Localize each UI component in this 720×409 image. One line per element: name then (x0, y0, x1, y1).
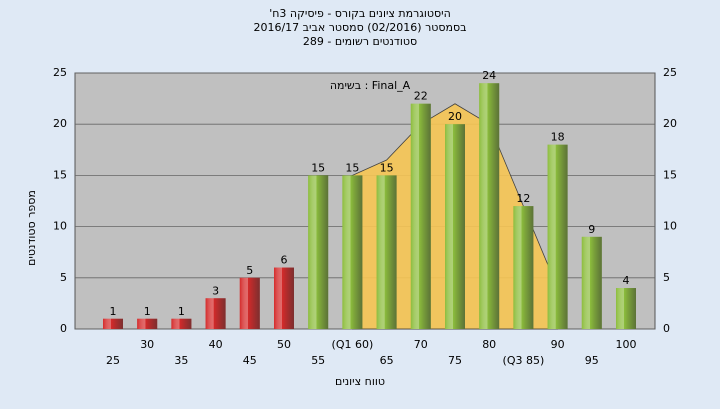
bar-shade (171, 318, 192, 329)
x-tick-label: 35 (174, 354, 188, 367)
bar-shade (547, 144, 568, 329)
y2-tick-label: 25 (663, 66, 677, 79)
x-tick-label: 90 (551, 338, 565, 351)
bar-shade (308, 175, 329, 329)
value-label: 1 (110, 305, 117, 318)
bar-shade (376, 175, 397, 329)
y-tick-label: 20 (53, 117, 67, 130)
x-tick-label: (Q3 85) (503, 354, 545, 367)
bar-shade (479, 83, 500, 330)
y2-tick-label: 20 (663, 117, 677, 130)
x-tick-label: (Q1 60) (332, 338, 374, 351)
value-label: 12 (516, 192, 530, 205)
value-label: 15 (380, 161, 394, 174)
y2-tick-label: 10 (663, 220, 677, 233)
x-tick-label: 55 (311, 354, 325, 367)
value-label: 1 (178, 305, 185, 318)
bar-shade (274, 267, 294, 329)
y2-tick-label: 15 (663, 168, 677, 181)
bar-shade (342, 175, 363, 329)
x-tick-label: 25 (106, 354, 120, 367)
x-tick-label: 40 (209, 338, 223, 351)
y-tick-label: 25 (53, 66, 67, 79)
value-label: 5 (246, 264, 253, 277)
subtitle: בסמסטר (02/2016) סמסטר אביב 2016/17 (253, 21, 466, 34)
x-tick-label: 50 (277, 338, 291, 351)
y-tick-label: 10 (53, 220, 67, 233)
value-label: 22 (414, 90, 428, 103)
value-label: 24 (482, 69, 496, 82)
x-tick-label: 45 (243, 354, 257, 367)
y-tick-label: 0 (60, 322, 67, 335)
value-label: 1 (144, 305, 151, 318)
x-tick-label: 65 (380, 354, 394, 367)
y-tick-label: 15 (53, 168, 67, 181)
x-axis-label: טווח ציונים (335, 375, 385, 388)
y2-tick-label: 5 (663, 271, 670, 284)
bar-shade (616, 288, 636, 329)
bar-shade (137, 318, 158, 329)
x-tick-label: 30 (140, 338, 154, 351)
x-tick-label: 100 (616, 338, 637, 351)
chart-title: 'היסטוגרמת ציונים בקורס - פיסיקה 3ח (269, 7, 451, 20)
x-tick-label: 75 (448, 354, 462, 367)
annotation: בשימה : Final_A (330, 79, 411, 92)
value-label: 18 (551, 131, 565, 144)
bar-shade (581, 236, 602, 329)
value-label: 3 (212, 284, 219, 297)
value-label: 15 (311, 161, 325, 174)
bar-shade (445, 124, 465, 329)
subtitle: סטודנטים רשומים - 289 (303, 35, 417, 48)
value-label: 15 (345, 161, 359, 174)
bar-shade (239, 277, 260, 329)
x-tick-label: 80 (482, 338, 496, 351)
y-axis-label: מספר סטודנטים (25, 190, 38, 266)
x-tick-label: 70 (414, 338, 428, 351)
bar-shade (410, 103, 431, 329)
bar-shade (205, 298, 226, 329)
value-label: 9 (588, 223, 595, 236)
x-tick-label: 95 (585, 354, 599, 367)
y-tick-label: 5 (60, 271, 67, 284)
value-label: 20 (448, 110, 462, 123)
bar-shade (513, 206, 534, 329)
value-label: 6 (281, 254, 288, 267)
value-label: 4 (623, 274, 630, 287)
bar-shade (103, 318, 123, 329)
y2-tick-label: 0 (663, 322, 670, 335)
